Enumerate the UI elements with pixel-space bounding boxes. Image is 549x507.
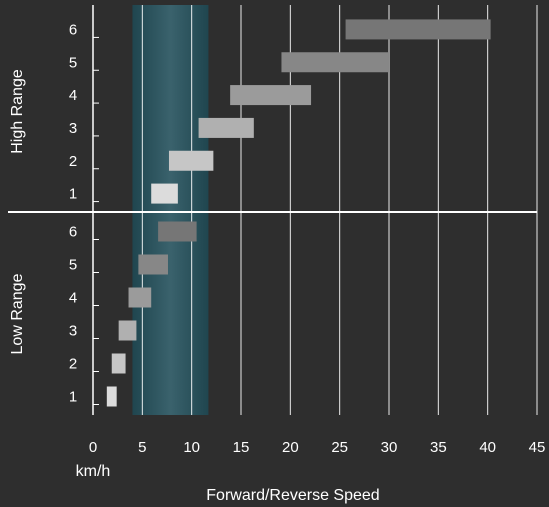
speed-bar: [158, 221, 197, 242]
y-tick-label: 6: [69, 21, 77, 38]
y-tick-label: 1: [69, 186, 77, 203]
x-tick-label: 35: [430, 439, 447, 456]
y-tick-label: 4: [69, 87, 77, 104]
y-tick-label: 3: [69, 120, 77, 137]
y-tick-label: 5: [69, 54, 77, 71]
x-tick-label: 30: [381, 439, 398, 456]
y-tick-label: 3: [69, 323, 77, 340]
speed-bar: [138, 254, 168, 275]
speed-bar: [168, 150, 214, 171]
x-tick-label: 20: [282, 439, 299, 456]
speed-bar: [198, 117, 254, 138]
speed-bar: [345, 19, 491, 40]
speed-bar: [128, 287, 152, 308]
x-axis-title: Forward/Reverse Speed: [206, 487, 379, 504]
speed-bar: [281, 52, 389, 73]
y-tick-label: 1: [69, 389, 77, 406]
y-tick-label: 4: [69, 290, 77, 307]
x-tick-label: 40: [479, 439, 496, 456]
y-tick-label: 2: [69, 153, 77, 170]
y-tick-label: 2: [69, 356, 77, 373]
x-unit-label: km/h: [76, 463, 111, 480]
x-tick-label: 10: [183, 439, 200, 456]
speed-bar: [111, 353, 126, 374]
y-tick-label: 5: [69, 257, 77, 274]
y-tick-label: 6: [69, 224, 77, 241]
x-tick-label: 45: [529, 439, 546, 456]
speed-bar: [230, 85, 312, 106]
speed-bar: [151, 183, 178, 204]
group-label: High Range: [9, 69, 26, 154]
speed-bar: [106, 386, 117, 407]
x-tick-label: 15: [233, 439, 250, 456]
x-tick-label: 5: [138, 439, 146, 456]
x-tick-label: 0: [89, 439, 97, 456]
speed-bar: [118, 320, 137, 341]
highlight-band: [132, 5, 209, 415]
x-tick-label: 25: [331, 439, 348, 456]
group-label: Low Range: [9, 273, 26, 354]
